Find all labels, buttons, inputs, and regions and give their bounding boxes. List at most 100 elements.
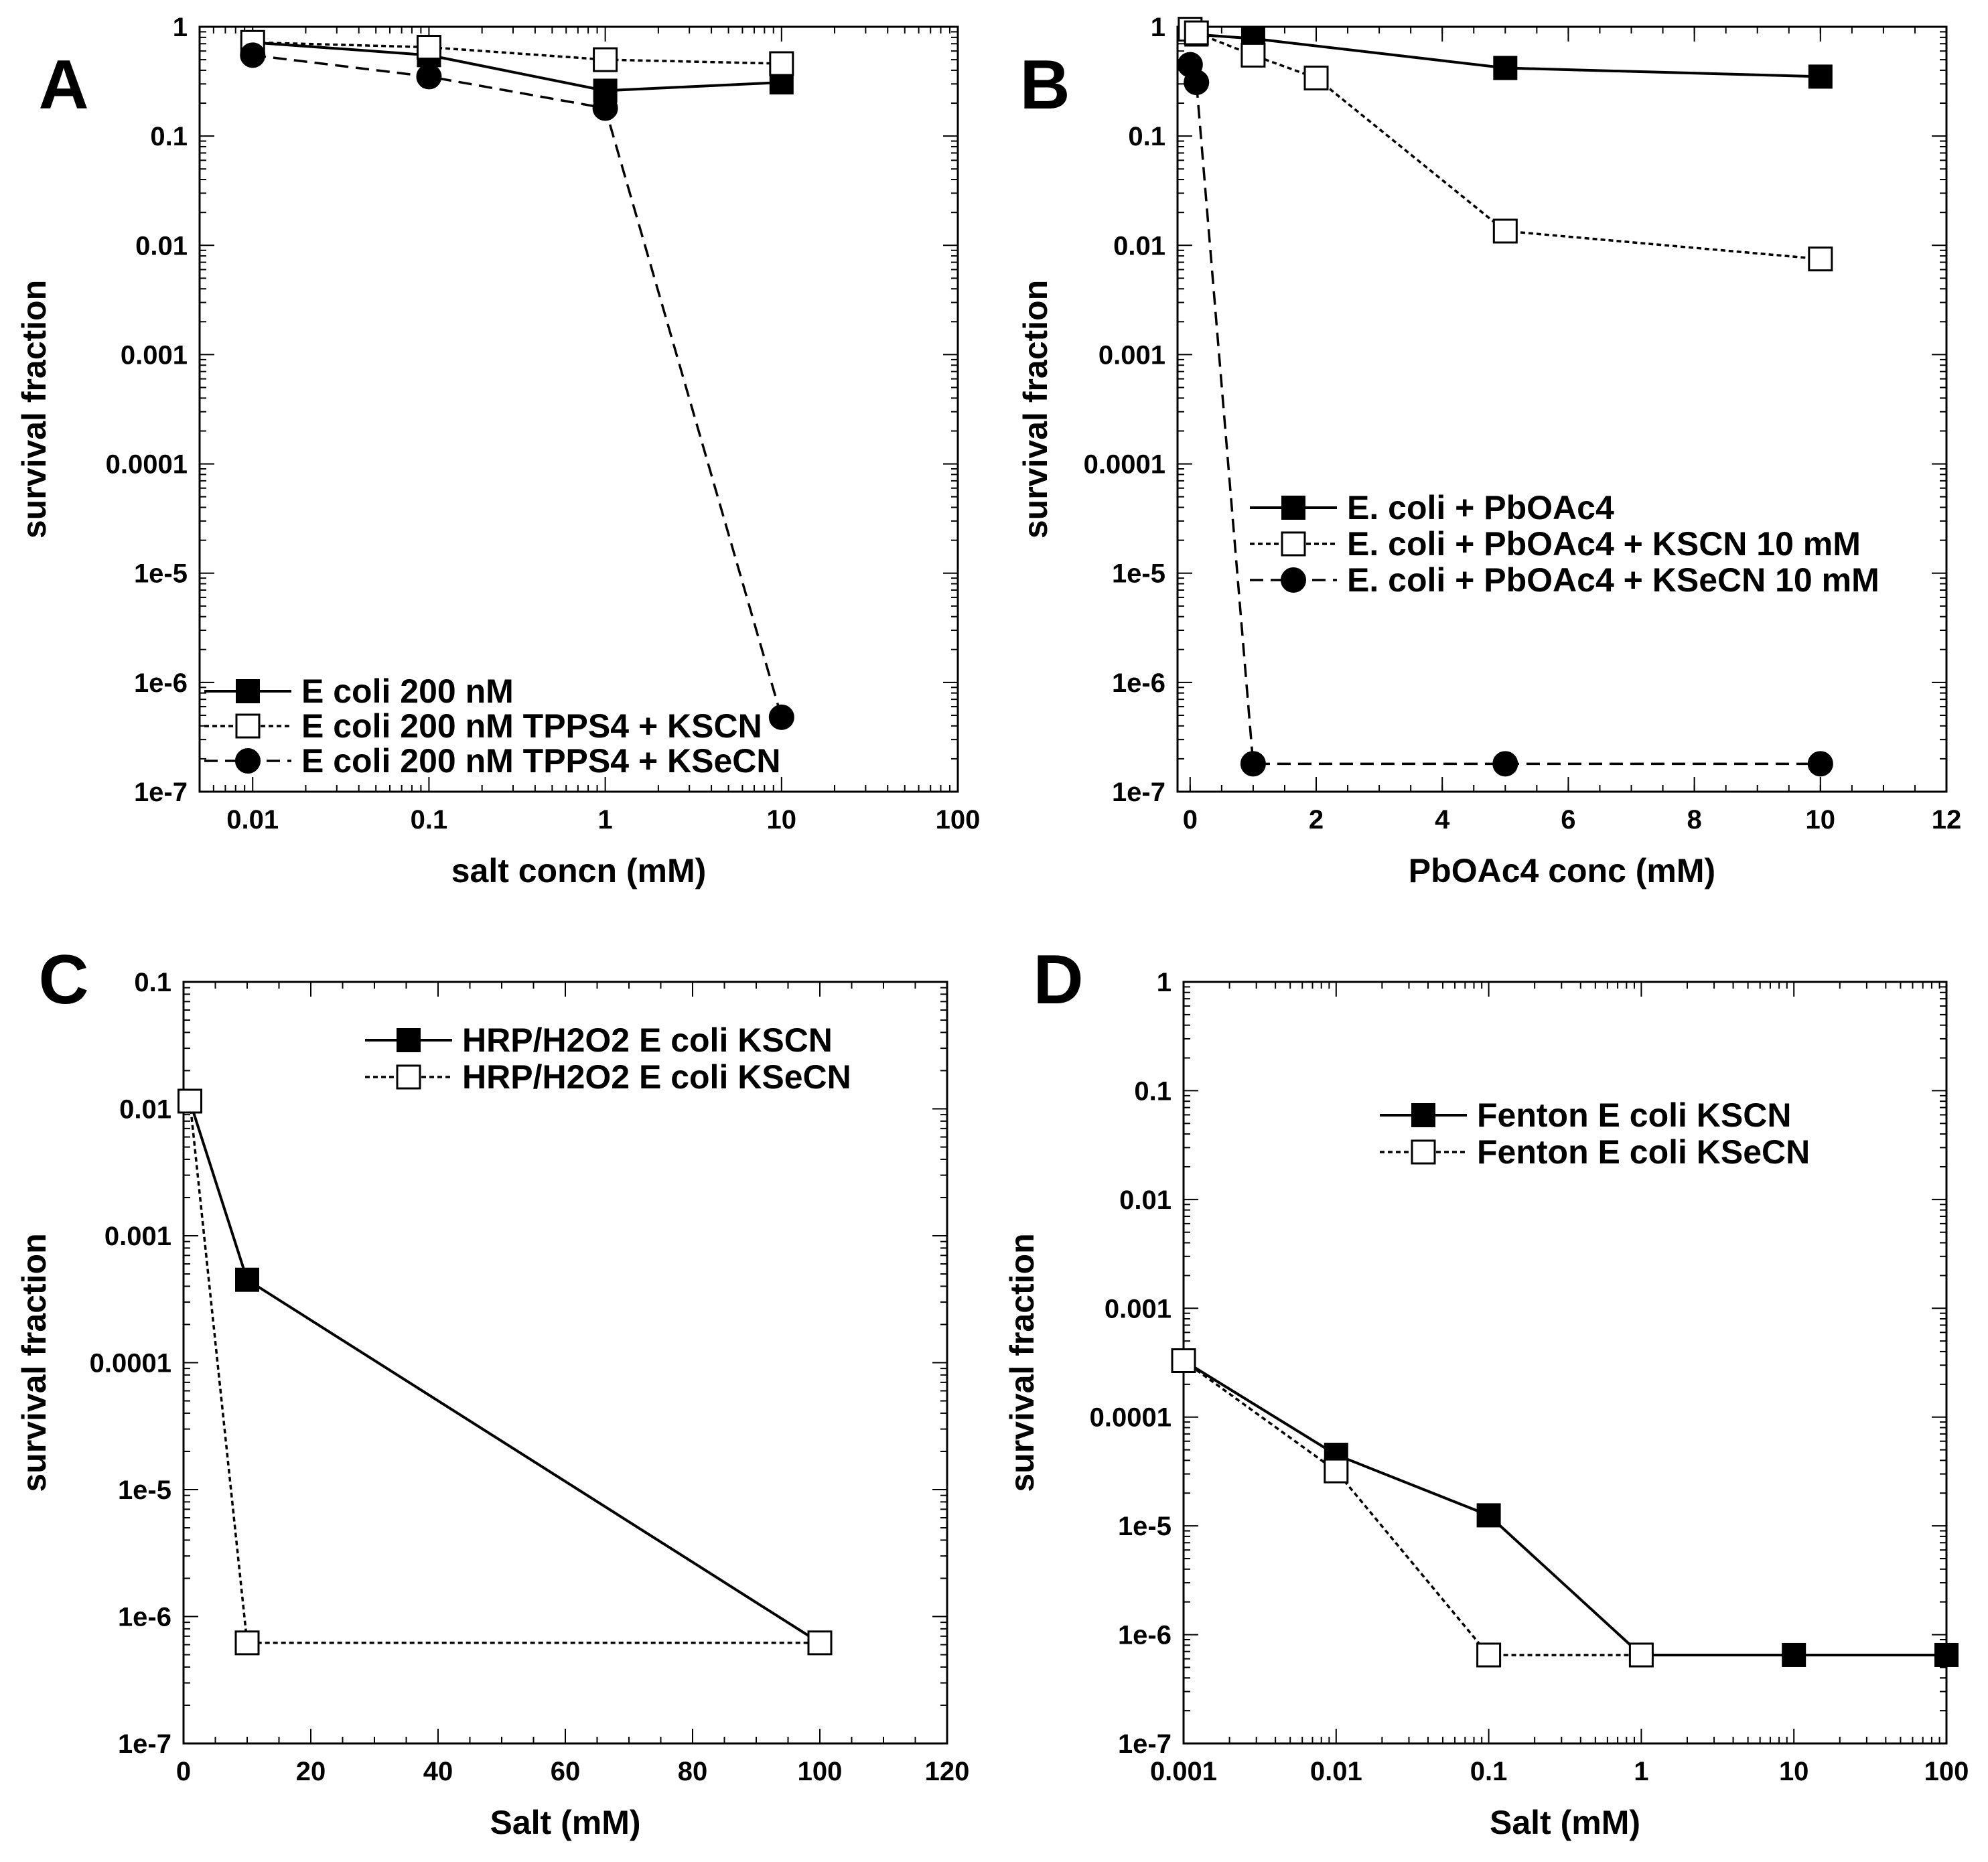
data-point: [1324, 1458, 1349, 1484]
x-tick-label: 0.01: [226, 805, 279, 835]
data-point: [1476, 1503, 1501, 1528]
data-point: [1303, 65, 1329, 90]
x-tick-label: 10: [1806, 805, 1836, 835]
x-tick-label: 120: [925, 1757, 970, 1786]
legend-label: E. coli + PbOAc4 + KSCN 10 mM: [1347, 525, 1861, 563]
y-tick-label: 1e-6: [134, 668, 188, 698]
x-tick-label: 0.01: [1310, 1757, 1362, 1786]
data-point: [593, 47, 618, 72]
data-point: [807, 1630, 833, 1656]
data-point: [1492, 751, 1518, 777]
y-tick-label: 0.001: [121, 340, 188, 370]
tick-marks: [183, 981, 948, 1744]
series-line: [1189, 64, 1821, 766]
y-tick-label: 0.1: [150, 122, 188, 151]
series-3: [1177, 52, 1833, 777]
legend-marker: [1281, 531, 1306, 557]
data-point: [240, 42, 266, 68]
series-line: [188, 1100, 820, 1644]
y-tick-label: 1e-7: [118, 1729, 171, 1759]
x-tick-label: 0.1: [411, 805, 448, 835]
x-tick-label: 100: [798, 1757, 843, 1786]
panel-label: A: [38, 46, 88, 124]
data-point: [1934, 1642, 1959, 1667]
x-tick-label: 0.001: [1150, 1757, 1217, 1786]
y-tick-label: 0.0001: [1090, 1403, 1172, 1433]
y-tick-label: 0.01: [119, 1095, 171, 1125]
y-tick-label: 1: [173, 13, 188, 42]
y-tick-label: 0.001: [1105, 1294, 1172, 1323]
y-tick-label: 1: [1151, 13, 1165, 42]
y-tick-label: 1e-5: [118, 1476, 171, 1505]
data-point: [1240, 42, 1266, 68]
data-point: [416, 35, 441, 60]
y-tick-label: 1e-5: [1118, 1512, 1172, 1541]
series-3: [240, 42, 794, 730]
data-point: [1628, 1642, 1654, 1668]
legend-marker: [1411, 1103, 1435, 1127]
series-line: [252, 54, 783, 718]
legend-marker: [236, 679, 260, 703]
x-tick-label: 10: [767, 805, 797, 835]
y-tick-label: 0.001: [1098, 340, 1165, 370]
data-point: [1808, 64, 1833, 89]
series-1: [240, 30, 794, 103]
legend-marker: [1411, 1139, 1436, 1165]
y-tick-label: 0.1: [134, 968, 171, 997]
y-tick-label: 0.0001: [106, 450, 188, 480]
y-tick-label: 1e-5: [134, 559, 188, 589]
panel-c: 0.1 0.01 0.001 0.0001 1e-5 1e-6 1e-70 20 40 60 80 1…: [15, 941, 969, 1841]
x-tick-label: 0: [176, 1757, 191, 1786]
data-point: [1807, 751, 1833, 777]
series-2: [240, 29, 794, 76]
data-point: [178, 1088, 202, 1114]
legend-label: E coli 200 nM TPPS4 + KSeCN: [301, 742, 781, 780]
data-point: [1240, 751, 1266, 777]
x-tick-label: 100: [936, 805, 981, 835]
plot-frame: [182, 981, 948, 1745]
data-point: [1184, 20, 1209, 46]
x-tick-label: 2: [1309, 805, 1324, 835]
panel-a: 1 0.1 0.01 0.001 0.0001 1e-5 1e-6 1e-7 0.01 0.1 1 1…: [15, 13, 980, 889]
legend-label: Fenton E coli KSeCN: [1477, 1133, 1810, 1171]
panel-b: 1 0.1 0.01 0.001 0.0001 1e-5 1e-6 1e-7 0 2 4 6 8 10 12…: [1017, 13, 1961, 889]
data-point: [592, 95, 618, 121]
tick-marks: [1178, 26, 1947, 792]
data-point: [1476, 1642, 1502, 1668]
series-line: [253, 41, 782, 92]
legend-label: Fenton E coli KSCN: [1477, 1096, 1791, 1134]
panel-label: D: [1033, 941, 1083, 1019]
y-tick-label: 0.01: [1119, 1186, 1172, 1215]
y-axis-label: survival fraction: [15, 280, 53, 539]
x-tick-label: 8: [1687, 805, 1701, 835]
y-tick-label: 0.0001: [1084, 450, 1165, 480]
series-2: [1178, 17, 1833, 272]
series-1: [1172, 1348, 1959, 1667]
series-1: [178, 1088, 832, 1655]
series-line: [1182, 1360, 1642, 1656]
plot-frame: [198, 25, 959, 793]
y-tick-label: 1e-7: [1118, 1729, 1172, 1759]
legend-marker: [1281, 567, 1306, 593]
y-tick-label: 1e-6: [1112, 668, 1165, 698]
legend-label: HRP/H2O2 E coli KSCN: [462, 1021, 833, 1059]
x-tick-label: 6: [1561, 805, 1575, 835]
legend-marker: [235, 713, 261, 739]
data-point: [1184, 69, 1210, 95]
data-point: [235, 1267, 259, 1292]
y-tick-label: 0.01: [1113, 231, 1165, 261]
x-tick-label: 1: [1634, 1757, 1648, 1786]
x-tick-label: 1: [597, 805, 612, 835]
data-point: [768, 704, 794, 730]
y-tick-label: 1e-5: [1112, 559, 1165, 589]
y-tick-label: 1e-7: [1112, 778, 1165, 807]
y-tick-label: 1e-7: [134, 778, 188, 807]
y-tick-label: 0.001: [104, 1222, 171, 1251]
legend-label: E. coli + PbOAc4 + KSeCN 10 mM: [1347, 561, 1879, 599]
x-tick-label: 0.1: [1470, 1757, 1508, 1786]
series-line: [253, 41, 782, 65]
legend-marker: [235, 748, 261, 774]
series-2: [1171, 1348, 1654, 1668]
